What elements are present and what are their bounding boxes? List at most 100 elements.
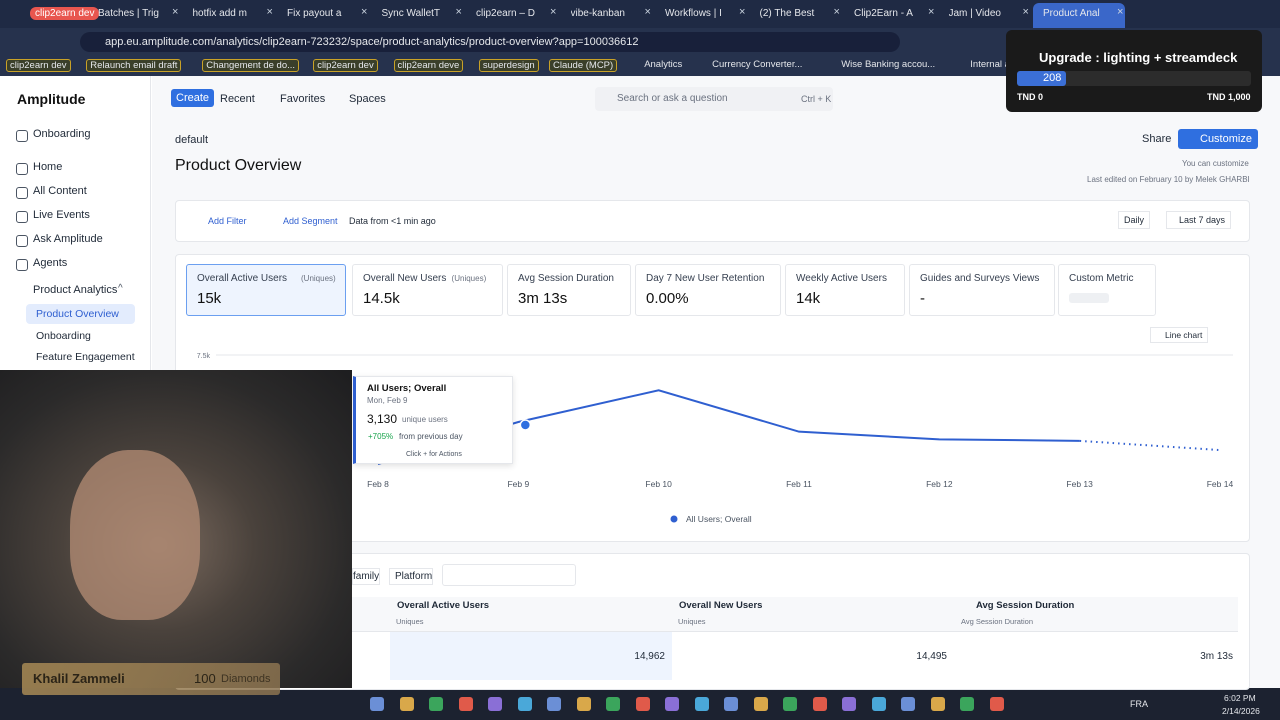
nav-item[interactable]: Ask Amplitude [33, 233, 103, 245]
nav-item[interactable]: All Content [33, 185, 87, 197]
taskbar-icon[interactable] [753, 697, 768, 711]
tab-title[interactable]: Workflows | I [665, 8, 722, 19]
metric-card[interactable] [1058, 264, 1156, 316]
bookmark[interactable]: Wise Banking accou... [841, 59, 936, 70]
nav-subitem[interactable]: Onboarding [36, 330, 91, 342]
table-cell: 14,495 [916, 651, 947, 662]
taskbar-icon[interactable] [547, 697, 561, 711]
bookmark[interactable]: Claude (MCP) [549, 59, 618, 72]
taskbar-icon[interactable] [665, 697, 679, 711]
table-tab[interactable]: family [352, 568, 381, 585]
interval-select[interactable]: Daily [1118, 211, 1151, 229]
metric-card[interactable] [352, 264, 503, 316]
metric-card[interactable] [186, 264, 346, 316]
taskbar-icon[interactable] [488, 697, 502, 711]
tab-title[interactable]: clip2earn – D [476, 8, 535, 19]
tab-close[interactable]: × [361, 6, 368, 18]
chart-type-select[interactable]: Line chart [1150, 327, 1209, 343]
nav-menu[interactable]: Spaces [349, 93, 386, 105]
taskbar-icon[interactable] [783, 697, 797, 711]
taskbar-icon[interactable] [812, 697, 827, 711]
taskbar-icon[interactable] [370, 697, 384, 711]
bookmark[interactable]: Relaunch email draft [86, 59, 182, 72]
bookmark[interactable]: clip2earn deve [393, 59, 464, 72]
taskbar-icon[interactable] [399, 697, 414, 711]
metric-card[interactable] [507, 264, 631, 316]
tab-close[interactable]: × [1117, 6, 1124, 18]
x-tick-label: Feb 10 [645, 479, 672, 489]
tab-close[interactable]: × [644, 6, 651, 18]
metric-sub: (Uniques) [301, 274, 336, 283]
tab-close[interactable]: × [739, 6, 746, 18]
tab-title[interactable]: Fix payout a [287, 8, 342, 19]
range-select[interactable]: Last 7 days [1166, 211, 1232, 229]
tab-close[interactable]: × [550, 6, 557, 18]
tab-close[interactable]: × [928, 6, 935, 18]
tab-title[interactable]: hotfix add m [192, 8, 247, 19]
metric-card[interactable] [635, 264, 781, 316]
taskbar-icon[interactable] [458, 697, 473, 711]
add-filter[interactable]: Add Filter [208, 216, 247, 226]
taskbar-icon[interactable] [429, 697, 443, 711]
taskbar-icon[interactable] [606, 697, 620, 711]
url-field[interactable] [80, 32, 900, 52]
table-tab[interactable]: Platform [389, 568, 434, 585]
tab-title[interactable]: vibe-kanban [570, 8, 625, 19]
x-tick-label: Feb 12 [926, 479, 953, 489]
taskbar-icon[interactable] [989, 697, 1004, 711]
tab-title[interactable]: (2) The Best [759, 8, 815, 19]
clock-time: 6:02 PM [1224, 693, 1256, 703]
nav-subitem[interactable]: Feature Engagement [36, 351, 135, 363]
nav-item[interactable]: Agents [33, 257, 68, 269]
nav-menu[interactable]: Favorites [280, 93, 326, 105]
metric-card[interactable] [785, 264, 905, 316]
taskbar-icon[interactable] [960, 697, 974, 711]
create-button[interactable]: Create [171, 89, 215, 107]
customize-button[interactable]: Customize [1178, 129, 1258, 149]
bookmark[interactable]: Changement de do... [202, 59, 300, 72]
bookmark[interactable]: superdesign [478, 59, 539, 72]
space-selector[interactable]: default [175, 134, 209, 146]
tab-close[interactable]: × [1022, 6, 1029, 18]
taskbar-icon[interactable] [724, 697, 738, 711]
hover-point [519, 419, 532, 431]
search-box[interactable] [595, 87, 833, 111]
nav-section[interactable]: Product Analytics [33, 284, 118, 296]
taskbar-icon[interactable] [930, 697, 945, 711]
bookmark[interactable]: clip2earn dev [313, 59, 378, 72]
tab-title[interactable]: Sync WalletT [381, 8, 441, 19]
nav-item[interactable]: Onboarding [33, 128, 91, 140]
tab-close[interactable]: × [266, 6, 273, 18]
taskbar-icon[interactable] [871, 697, 886, 711]
tab-close[interactable]: × [172, 6, 179, 18]
brand: Amplitude [17, 91, 86, 107]
nav-item[interactable]: Live Events [33, 209, 90, 221]
tab-title[interactable]: Clip2Earn - A [854, 8, 913, 19]
nav-item[interactable]: Home [33, 161, 63, 173]
tab-title[interactable]: Batches | Trig [98, 8, 159, 19]
taskbar-icon[interactable] [517, 697, 532, 711]
add-segment[interactable]: Add Segment [283, 216, 338, 226]
taskbar-icon[interactable] [576, 697, 591, 711]
bookmark[interactable]: Currency Converter... [712, 59, 803, 70]
bookmark[interactable]: clip2earn dev [6, 59, 71, 72]
taskbar-icon[interactable] [901, 697, 915, 711]
taskbar-icon[interactable] [694, 697, 709, 711]
taskbar-icon[interactable] [635, 697, 650, 711]
tab-title[interactable]: Product Anal [1043, 8, 1100, 19]
metric-card[interactable] [909, 264, 1055, 316]
tooltip-title: All Users; Overall [367, 383, 447, 394]
tab-title[interactable]: Jam | Video [948, 8, 1001, 19]
tab-close[interactable]: × [833, 6, 840, 18]
bookmark[interactable]: Analytics [644, 59, 683, 70]
tab-close[interactable]: × [455, 6, 462, 18]
tab-group[interactable]: clip2earn dev [30, 7, 100, 20]
page-title: Product Overview [175, 157, 302, 174]
column-sub: Avg Session Duration [961, 617, 1033, 626]
nav-subitem[interactable]: Product Overview [36, 308, 119, 320]
share-button[interactable]: Share [1142, 133, 1172, 145]
nav-menu[interactable]: Recent [220, 93, 255, 105]
taskbar-icon[interactable] [842, 697, 856, 711]
table-search[interactable] [442, 564, 576, 586]
metric-value: - [920, 290, 925, 307]
